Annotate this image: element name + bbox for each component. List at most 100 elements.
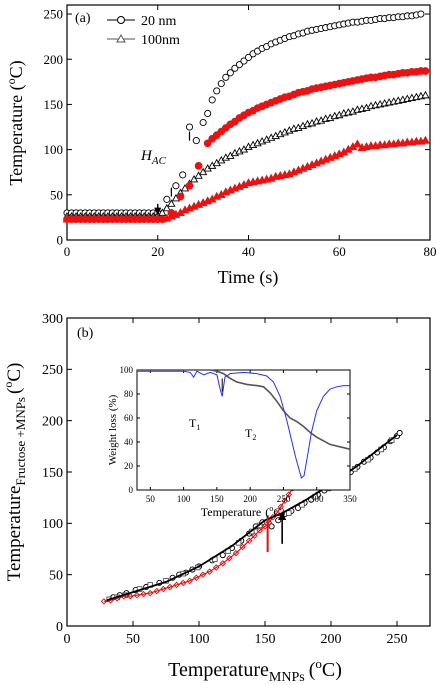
panel-a-xtick-label: 40: [242, 244, 255, 259]
annotation-hac: HAC: [140, 148, 167, 167]
panel-b-label: (b): [77, 326, 94, 341]
inset-xtick-label: 350: [343, 494, 357, 504]
inset-xtick-label: 300: [310, 494, 324, 504]
panel-a-series-2-point: [203, 139, 212, 148]
panel-a-ytick-label: 150: [44, 97, 64, 112]
panel-b-ytick-label: 50: [49, 569, 63, 584]
panel-a-series-2-point: [421, 67, 430, 75]
inset-ytick-label: 60: [124, 413, 134, 423]
panel-a-marks: [62, 10, 430, 224]
inset-label-t1-sub: 1: [196, 423, 200, 432]
panel-b-x-label-main: Temperature: [168, 659, 269, 681]
panel-a-series-2-point: [185, 181, 194, 190]
panel-b-xtick-label: 200: [321, 632, 342, 647]
inset-ytick-label: 20: [124, 461, 134, 471]
inset-xtick-label: 150: [210, 494, 224, 504]
panel-a-series-0-point: [240, 57, 248, 65]
panel-b-ytick-label: 150: [42, 466, 63, 481]
inset-ticks: 50 100 150 200 250 300 350 0 20 40 60 80 100: [120, 365, 358, 504]
panel-a-series-1-point: [167, 199, 176, 207]
inset-ytick-label: 0: [129, 485, 134, 495]
panel-b-y-label-main: Temperature: [4, 486, 25, 582]
panel-a-xtick-label: 80: [424, 244, 437, 259]
panel-b-xtick-label: 150: [255, 632, 276, 647]
panel-b-y-label: TemperatureFructose +MNPs (oC): [1, 363, 28, 582]
panel-a-ytick-label: 100: [44, 142, 64, 157]
panel-a-series-0-point: [192, 137, 200, 145]
panel-b-y-label-sub: Fructose +MNPs: [13, 397, 28, 486]
panel-b-marks: [100, 429, 403, 605]
panel-a-series-3-point: [420, 135, 430, 144]
panel-a-y-label-main: Temperature (: [6, 84, 27, 185]
panel-b-x-label-sup: o: [315, 656, 322, 671]
annotation-hac-sub: AC: [151, 155, 167, 167]
panel-a-xtick-label: 0: [64, 244, 71, 259]
panel-b-fit-curve: [106, 434, 398, 602]
legend-marker-100nm: [116, 33, 126, 43]
inset-x-label: Temperature (oC): [201, 504, 285, 519]
panel-a-series-0-point: [163, 195, 171, 203]
panel-a-series-0-point: [199, 118, 207, 127]
inset-xtick-label: 200: [243, 494, 257, 504]
panel-b-x-label-tail: (: [309, 659, 316, 681]
panel-a-hac-arrow-head: [154, 207, 162, 216]
panel-a-y-label-sup: o: [4, 78, 18, 84]
inset-ytick-label: 80: [124, 389, 134, 399]
panel-a-series-2-point: [176, 192, 185, 201]
panel-b-ytick-label: 300: [42, 312, 63, 327]
panel-a-series-0-point: [213, 87, 221, 95]
panel-b-y-label-tail: (: [4, 388, 25, 394]
panel-b-xtick-label: 0: [64, 632, 71, 647]
panel-a-series-1-point: [194, 171, 203, 179]
panel-a-xtick-label: 60: [333, 244, 346, 259]
panel-b-ytick-label: 0: [56, 620, 63, 635]
inset-label-t2: T2: [245, 426, 256, 442]
inset-x-label-unit: C): [273, 505, 285, 519]
panel-b-xtick-label: 250: [387, 632, 408, 647]
panel-a-x-label: Time (s): [218, 267, 279, 288]
inset-xtick-label: 50: [146, 494, 156, 504]
panel-a-series-0-point: [244, 53, 253, 61]
panel-a: 0 20 40 60 80 0 50 100 150 200 250 (a) 20 nm 100nm…: [4, 4, 437, 288]
inset-label-t1-main: T: [189, 416, 197, 430]
inset-dtg-curve: [137, 370, 350, 479]
panel-b-ytick-label: 200: [42, 415, 63, 430]
panel-b-xtick-label: 50: [126, 632, 140, 647]
panel-b-series-0-point: [396, 429, 403, 437]
panel-b-ytick-label: 100: [42, 517, 63, 532]
inset-label-t2-main: T: [245, 426, 253, 440]
panel-b-x-label-sub: MNPs: [269, 670, 305, 685]
panel-a-series-0-point: [231, 64, 239, 72]
panel-a-label: (a): [75, 11, 91, 26]
panel-a-series-0-point: [208, 96, 216, 104]
legend-marker-20nm: [117, 16, 125, 24]
panel-b-series-1-point: [285, 510, 292, 516]
panel-b-y-label-unit: C): [4, 363, 25, 382]
inset-y-label: Weight loss (%): [107, 394, 119, 465]
panel-b-arrow-head: [278, 511, 287, 521]
inset-x-label-tail: (: [265, 505, 269, 519]
panel-a-ytick-label: 200: [44, 52, 64, 67]
inset-xtick-label: 100: [177, 494, 191, 504]
panel-b-red-line: [103, 475, 305, 602]
panel-b-x-label: TemperatureMNPs (oC): [168, 656, 342, 685]
panel-b-xtick-label: 100: [189, 632, 210, 647]
panel-a-ytick-label: 250: [44, 7, 64, 22]
panel-a-xtick-label: 20: [151, 244, 164, 259]
panel-a-series-0-point: [179, 171, 187, 179]
annotation-hac-arrow: [154, 203, 162, 216]
panel-a-series-0-point: [226, 69, 234, 77]
panel-a-series-0-point: [217, 80, 225, 88]
inset-x-label-sup: o: [269, 504, 273, 513]
panel-b-y-label-sup: o: [1, 382, 15, 388]
panel-a-series-2-point: [194, 162, 203, 170]
legend-label-20nm: 20 nm: [141, 14, 177, 29]
panel-b-x-label-unit: C): [322, 659, 342, 681]
inset-x-label-main: Temperature: [201, 505, 261, 519]
panel-b-series-0-point: [268, 523, 275, 530]
panel-a-series-3-point: [352, 139, 362, 148]
